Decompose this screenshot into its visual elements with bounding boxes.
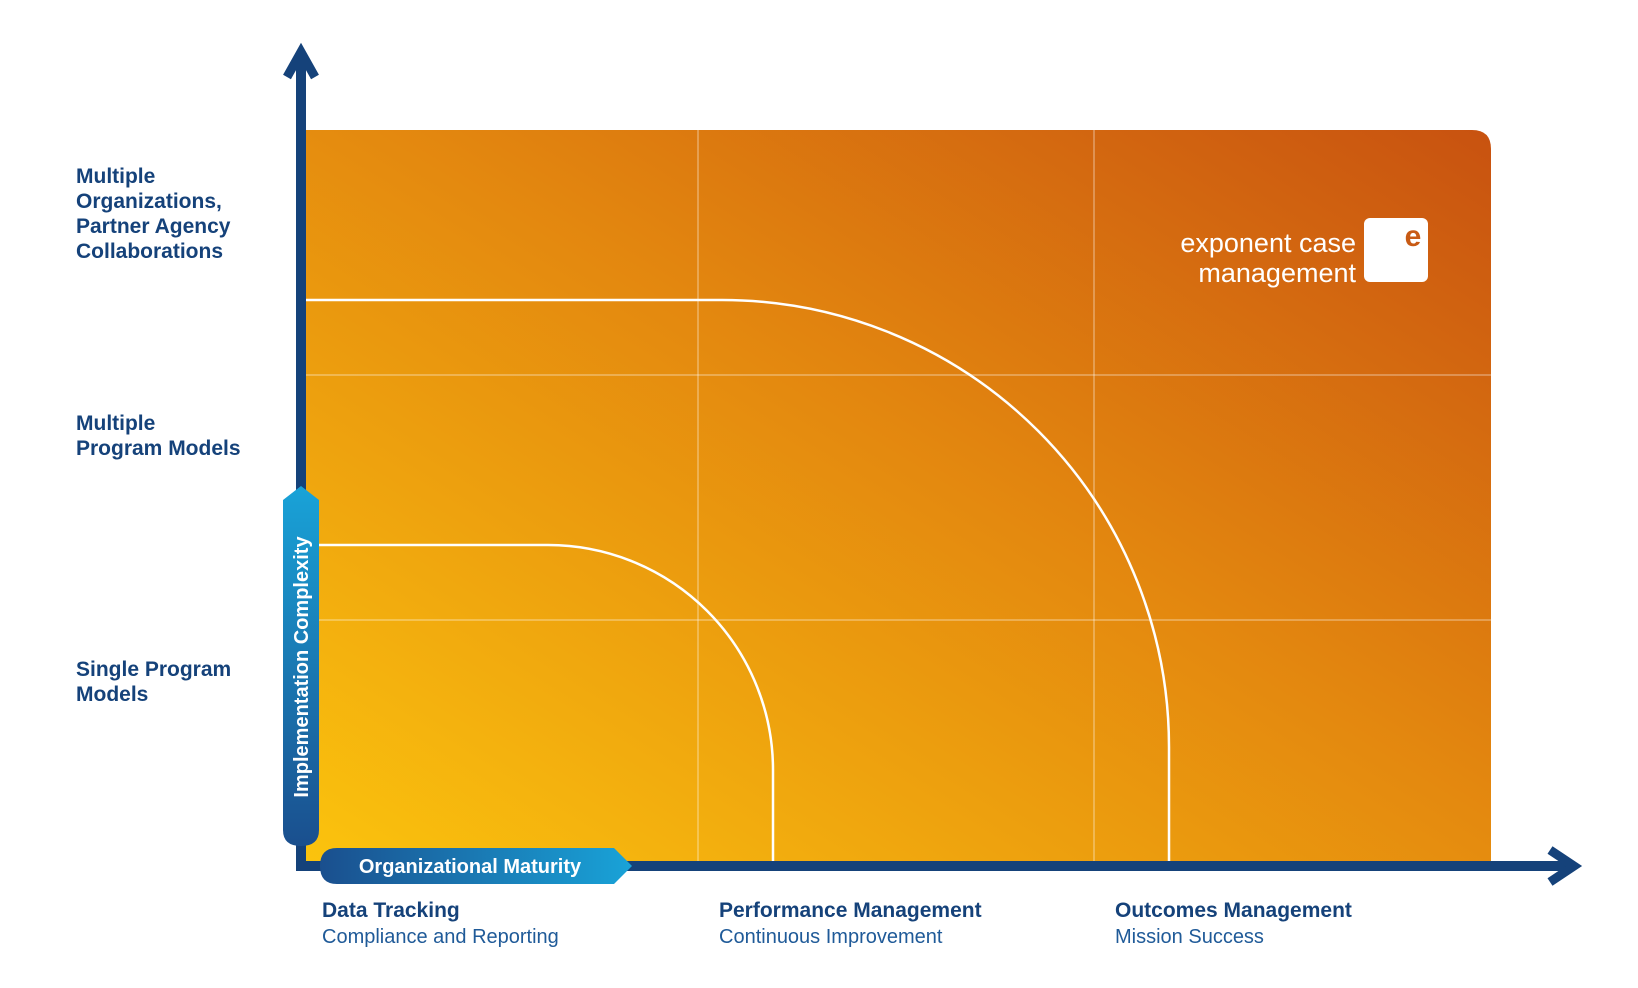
- x-stage-outcomes-management: Outcomes Management Mission Success: [1115, 898, 1352, 950]
- y-level-line: Models: [76, 683, 149, 706]
- x-stage-subtitle: Mission Success: [1115, 926, 1264, 948]
- x-stage-title: Outcomes Management: [1115, 899, 1352, 922]
- y-level-multiple-program-models: Multiple Program Models: [76, 411, 241, 461]
- x-axis-arrowhead: [1547, 846, 1583, 886]
- logo-text-line2: management: [1198, 258, 1356, 288]
- y-level-line: Partner Agency: [76, 215, 231, 238]
- y-level-line: Program Models: [76, 437, 241, 460]
- y-level-line: Collaborations: [76, 240, 224, 263]
- x-stage-title: Data Tracking: [322, 899, 460, 922]
- y-level-line: Multiple: [76, 412, 156, 435]
- y-level-multiple-organizations: Multiple Organizations, Partner Agency C…: [76, 164, 230, 264]
- x-axis-title: Organizational Maturity: [359, 856, 582, 878]
- maturity-field: [306, 130, 1491, 862]
- x-stage-performance-management: Performance Management Continuous Improv…: [719, 898, 982, 950]
- y-level-line: Multiple: [76, 165, 156, 188]
- grid-lines: [306, 130, 1491, 862]
- y-axis-title-badge: [283, 486, 319, 846]
- y-axis-arrowhead: [283, 42, 319, 80]
- y-axis-title: Implementation Complexity: [291, 536, 313, 798]
- logo-mark-box: [1364, 218, 1428, 282]
- y-level-line: Organizations,: [76, 190, 222, 213]
- x-stage-subtitle: Continuous Improvement: [719, 926, 943, 948]
- logo-text-line1: exponent case: [1180, 228, 1356, 258]
- x-axis-title-badge: [320, 848, 632, 884]
- company-logo: exponent case management e: [1180, 218, 1428, 288]
- logo-mark-letter: e: [1405, 220, 1422, 253]
- y-level-single-program-models: Single Program Models: [76, 657, 231, 707]
- y-level-line: Single Program: [76, 658, 232, 681]
- x-stage-subtitle: Compliance and Reporting: [322, 926, 559, 948]
- inner-maturity-curve: [306, 543, 775, 862]
- x-stage-title: Performance Management: [719, 899, 982, 922]
- outer-maturity-curve: [306, 298, 1171, 862]
- x-stage-data-tracking: Data Tracking Compliance and Reporting: [322, 898, 559, 950]
